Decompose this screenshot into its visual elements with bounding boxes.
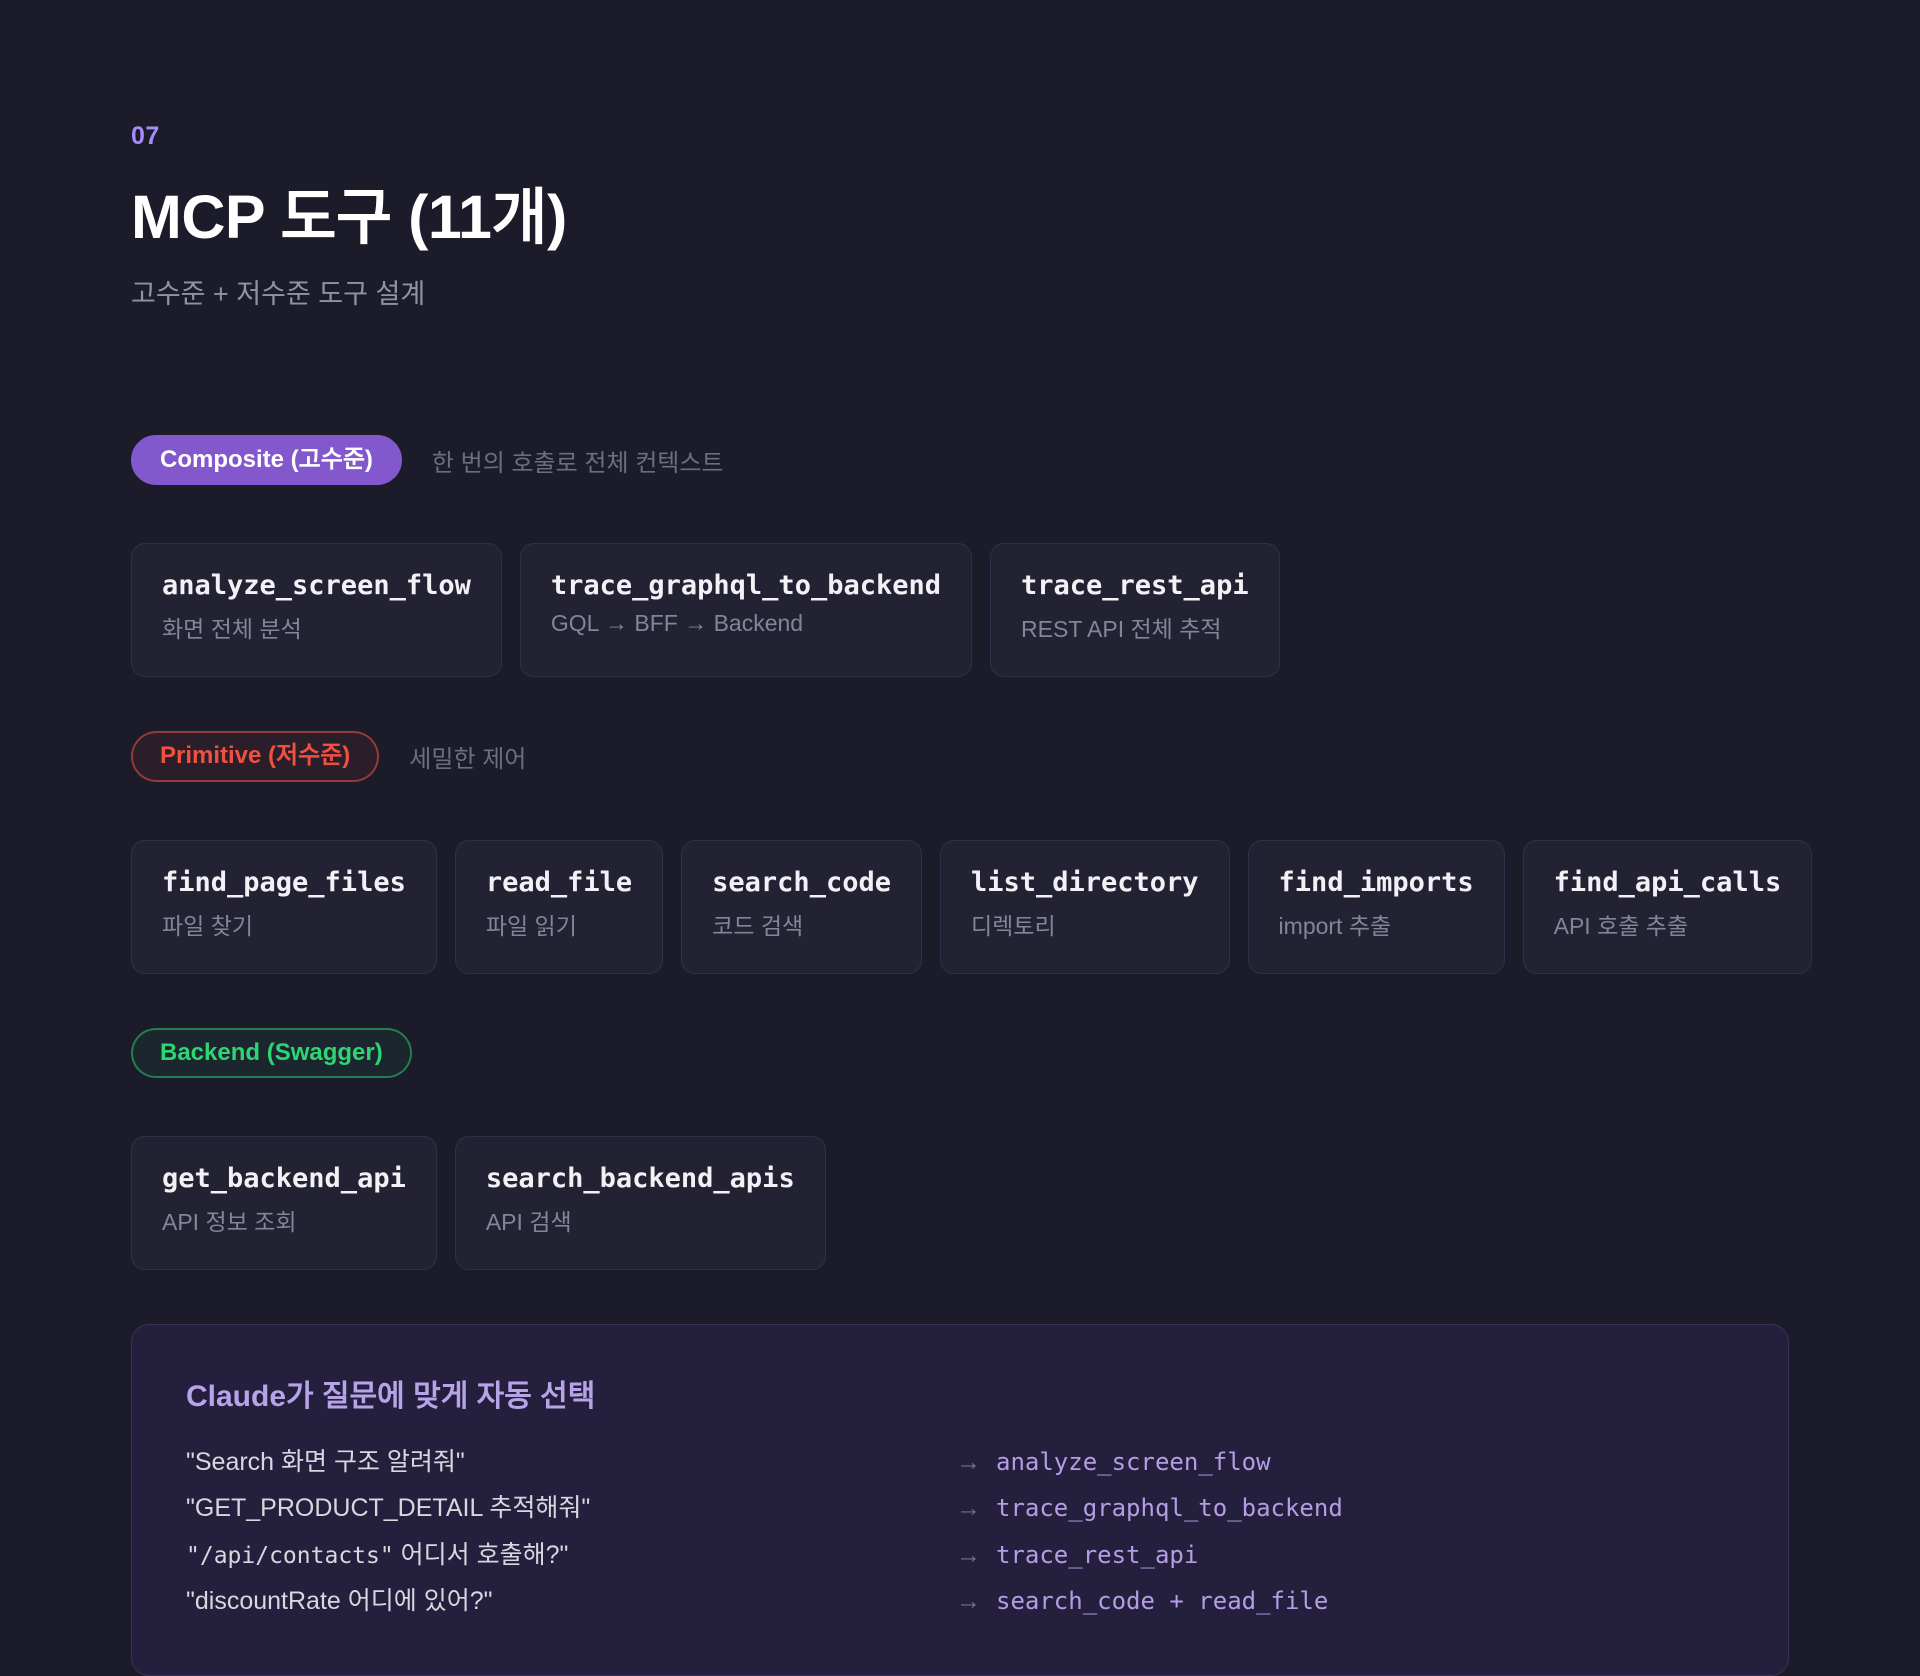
tool-card-trace-rest-api: trace_rest_api REST API 전체 추적 [990,543,1280,678]
primitive-card-row: find_page_files 파일 찾기 read_file 파일 읽기 se… [131,839,1813,974]
section-header-backend: Backend (Swagger) [131,1027,1789,1079]
tool-name: get_backend_api [162,1163,406,1195]
question-sans-part: "GET_PRODUCT_DETAIL 추적해줘" [186,1494,591,1523]
mapping-row: "GET_PRODUCT_DETAIL 추적해줘" → trace_graphq… [186,1493,1734,1524]
tool-name: analyze_screen_flow [162,570,471,602]
tool-card-search-code: search_code 코드 검색 [681,839,922,974]
mapping-row: "discountRate 어디에 있어?" → search_code + r… [186,1586,1734,1617]
tool-desc: API 정보 조회 [162,1209,297,1236]
auto-selection-panel-title: Claude가 질문에 맞게 자동 선택 [186,1380,596,1414]
tool-card-find-imports: find_imports import 추출 [1247,839,1505,974]
tool-desc: import 추출 [1278,912,1392,939]
tool-desc: GQL → BFF → Backend [550,610,804,637]
tool-name: trace_rest_api [1021,570,1249,602]
section-header-composite: Composite (고수준) 한 번의 호출로 전체 컨텍스트 [131,435,1789,486]
composite-side-label: 한 번의 호출로 전체 컨텍스트 [431,449,724,477]
tool-name: read_file [485,866,633,898]
tool-name: find_api_calls [1553,866,1782,898]
primitive-badge: Primitive (저수준) [131,731,380,782]
auto-selection-rows: "Search 화면 구조 알려줘" → analyze_screen_flow… [186,1447,1734,1617]
tool-desc: API 검색 [485,1209,572,1236]
question-sans-part: "Search 화면 구조 알려줘" [186,1448,465,1477]
tool-name: list_directory [970,866,1199,898]
arrow-right-icon: → [956,1586,981,1615]
mapping-row: "/api/contacts" 어디서 호출해?" → trace_rest_a… [186,1540,1734,1571]
tool-card-find-api-calls: find_api_calls API 호출 추출 [1522,839,1813,974]
page-subtitle: 고수준 + 저수준 도구 설계 [131,279,426,309]
mapping-row: "Search 화면 구조 알려줘" → analyze_screen_flow [186,1447,1734,1478]
composite-card-row: analyze_screen_flow 화면 전체 분석 trace_graph… [131,543,1789,678]
tool-desc: 파일 읽기 [485,912,577,939]
arrow-right-icon: → [956,1494,981,1523]
tool-card-analyze-screen-flow: analyze_screen_flow 화면 전체 분석 [131,543,502,678]
question-text: "/api/contacts" 어디서 호출해?" [186,1540,956,1571]
tool-name: search_code [712,866,891,898]
section-header-primitive: Primitive (저수준) 세밀한 제어 [131,731,1789,782]
tool-desc: 코드 검색 [712,912,804,939]
question-text: "Search 화면 구조 알려줘" [186,1447,956,1478]
tool-card-trace-graphql-to-backend: trace_graphql_to_backend GQL → BFF → Bac… [519,543,972,678]
question-text: "discountRate 어디에 있어?" [186,1586,956,1617]
tool-name: find_page_files [162,866,406,898]
tool-card-read-file: read_file 파일 읽기 [454,839,664,974]
tool-name: trace_graphql_to_backend [550,570,941,602]
tool-desc: 화면 전체 분석 [162,616,302,643]
arrow-right-icon: → [956,1448,981,1477]
backend-card-row: get_backend_api API 정보 조회 search_backend… [131,1136,1789,1271]
question-sans-part: "discountRate 어디에 있어?" [186,1586,493,1615]
tool-desc: REST API 전체 추적 [1021,616,1222,643]
tool-card-search-backend-apis: search_backend_apis API 검색 [454,1136,826,1271]
slide-number: 07 [131,122,160,150]
tool-desc: 파일 찾기 [162,912,254,939]
tool-name: search_backend_apis [485,1163,795,1195]
tool-card-get-backend-api: get_backend_api API 정보 조회 [131,1136,437,1271]
mapped-tool: trace_rest_api [996,1540,1199,1569]
tool-card-find-page-files: find_page_files 파일 찾기 [131,839,437,974]
question-sans-part: 어디서 호출해?" [393,1540,569,1569]
page-title: MCP 도구 (11개) [131,183,567,251]
arrow-right-icon: → [956,1540,981,1569]
primitive-side-label: 세밀한 제어 [409,746,527,774]
mapped-tool: analyze_screen_flow [996,1448,1271,1477]
tool-desc: API 호출 추출 [1553,912,1689,939]
tool-name: find_imports [1278,866,1474,898]
question-text: "GET_PRODUCT_DETAIL 추적해줘" [186,1493,956,1524]
mapped-tool: search_code + read_file [996,1586,1329,1615]
tool-card-list-directory: list_directory 디렉토리 [939,839,1230,974]
question-mono-part: "/api/contacts" [186,1542,394,1569]
auto-selection-panel: Claude가 질문에 맞게 자동 선택 "Search 화면 구조 알려줘" … [131,1324,1789,1676]
backend-badge: Backend (Swagger) [131,1027,412,1079]
tool-desc: 디렉토리 [970,912,1056,939]
mapped-tool: trace_graphql_to_backend [996,1494,1343,1523]
composite-badge: Composite (고수준) [131,435,402,486]
